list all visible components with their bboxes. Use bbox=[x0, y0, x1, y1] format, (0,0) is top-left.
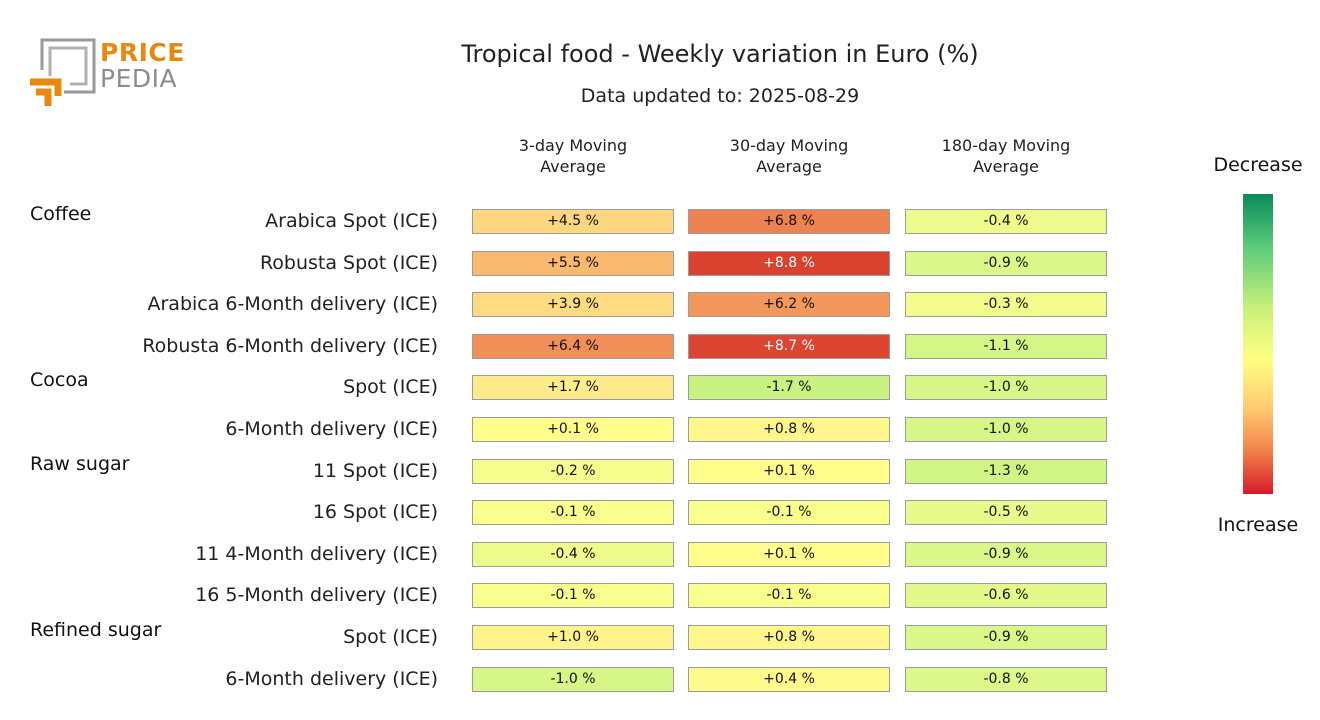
group-label: Refined sugar bbox=[30, 619, 162, 641]
row-label: Arabica 6-Month delivery (ICE) bbox=[147, 293, 439, 316]
heatmap-cell: +5.5 % bbox=[472, 250, 674, 276]
heatmap-cell: +0.8 % bbox=[688, 625, 890, 650]
heatmap-cell: -0.4 % bbox=[905, 209, 1107, 234]
heatmap-cell: -0.9 % bbox=[905, 541, 1107, 567]
heatmap-cell: -0.9 % bbox=[905, 250, 1107, 276]
heatmap-cell: -0.4 % bbox=[472, 541, 674, 567]
heatmap-cell: -0.1 % bbox=[472, 583, 674, 609]
logo-text-price: PRICE bbox=[100, 38, 185, 67]
row-label: Robusta Spot (ICE) bbox=[259, 251, 438, 274]
heatmap-cell: +3.9 % bbox=[472, 292, 674, 318]
heatmap-cell: -0.8 % bbox=[905, 666, 1107, 692]
chart-subtitle: Data updated to: 2025-08-29 bbox=[580, 85, 860, 107]
row-label: Robusta 6-Month delivery (ICE) bbox=[142, 334, 438, 357]
legend-increase-label: Increase bbox=[1217, 514, 1299, 536]
heatmap-cell: -0.2 % bbox=[472, 458, 674, 484]
heatmap-cell: -0.9 % bbox=[905, 625, 1107, 650]
heatmap-cell: +0.1 % bbox=[472, 417, 674, 442]
row-label: Spot (ICE) bbox=[343, 376, 438, 399]
heatmap-cell: -1.7 % bbox=[688, 375, 890, 401]
row-label: 6-Month delivery (ICE) bbox=[225, 667, 438, 690]
logo-text-pedia: PEDIA bbox=[100, 64, 178, 93]
row-label: Spot (ICE) bbox=[343, 626, 438, 648]
row-label: 11 4-Month delivery (ICE) bbox=[195, 542, 438, 565]
heatmap-cell: -1.1 % bbox=[905, 333, 1107, 359]
pricepedia-logo-mark bbox=[30, 38, 96, 106]
heatmap-cell: +1.7 % bbox=[472, 375, 674, 401]
heatmap-cell: +0.8 % bbox=[688, 417, 890, 442]
group-label: Coffee bbox=[30, 203, 92, 225]
row-label: 11 Spot (ICE) bbox=[312, 459, 438, 482]
row-label: Arabica Spot (ICE) bbox=[265, 210, 438, 232]
heatmap-cell: +6.4 % bbox=[472, 333, 674, 359]
heatmap-cell: -1.0 % bbox=[905, 417, 1107, 442]
heatmap-cell: +0.1 % bbox=[688, 541, 890, 567]
heatmap-cell: +0.1 % bbox=[688, 458, 890, 484]
row-label: 16 Spot (ICE) bbox=[312, 501, 438, 524]
heatmap-cell: -0.1 % bbox=[688, 583, 890, 609]
pricepedia-logo: PRICE PEDIA bbox=[28, 36, 188, 112]
heatmap-cell: +0.4 % bbox=[688, 666, 890, 692]
heatmap-cell: +8.7 % bbox=[688, 333, 890, 359]
heatmap-cell: -0.1 % bbox=[688, 500, 890, 526]
heatmap-cell: -1.0 % bbox=[905, 375, 1107, 401]
column-header-1: 3-day Moving Average bbox=[518, 136, 628, 176]
chart-title: Tropical food - Weekly variation in Euro… bbox=[461, 40, 979, 68]
heatmap-cell: -1.3 % bbox=[905, 458, 1107, 484]
legend-decrease-label: Decrease bbox=[1213, 154, 1303, 176]
group-label: Cocoa bbox=[30, 369, 89, 392]
heatmap-cell: +4.5 % bbox=[472, 209, 674, 234]
heatmap-cell: -1.0 % bbox=[472, 666, 674, 692]
group-label: Raw sugar bbox=[30, 452, 130, 475]
heatmap-cell: +6.2 % bbox=[688, 292, 890, 318]
heatmap-cell: -0.3 % bbox=[905, 292, 1107, 318]
column-header-2: 30-day Moving Average bbox=[729, 136, 849, 176]
heatmap-cell: +1.0 % bbox=[472, 625, 674, 650]
heatmap-cell: -0.1 % bbox=[472, 500, 674, 526]
heatmap-cell: +6.8 % bbox=[688, 209, 890, 234]
heatmap-cell: +8.8 % bbox=[688, 250, 890, 276]
legend-color-scale bbox=[1243, 194, 1273, 494]
column-header-3: 180-day Moving Average bbox=[941, 136, 1071, 176]
heatmap-cell: -0.6 % bbox=[905, 583, 1107, 609]
row-label: 16 5-Month delivery (ICE) bbox=[195, 584, 438, 607]
row-label: 6-Month delivery (ICE) bbox=[225, 418, 438, 440]
heatmap-cell: -0.5 % bbox=[905, 500, 1107, 526]
